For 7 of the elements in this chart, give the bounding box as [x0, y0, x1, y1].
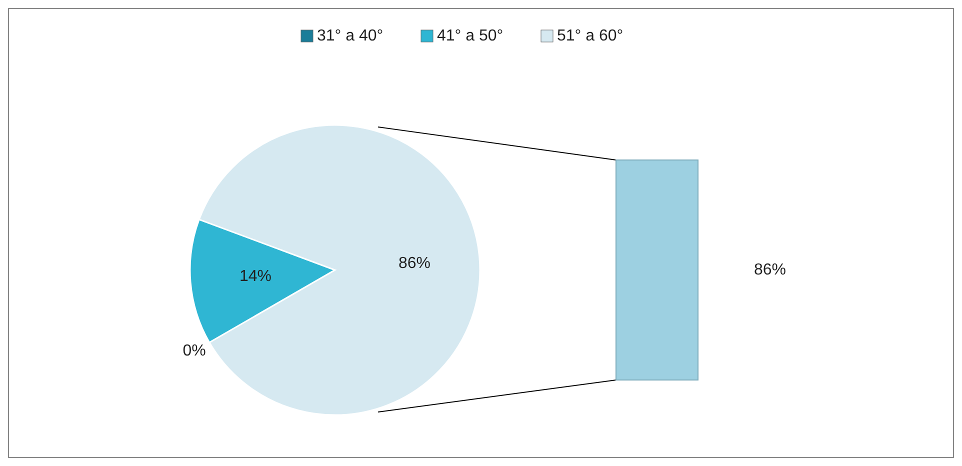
legend-label: 31° a 40°: [317, 28, 384, 44]
legend-label: 51° a 60°: [557, 28, 624, 44]
legend-label: 41° a 50°: [437, 28, 504, 44]
text: 86%: [754, 262, 786, 278]
data-label: 86%: [398, 254, 430, 272]
text: 0%: [182, 342, 206, 360]
data-label: 14%: [240, 268, 272, 286]
